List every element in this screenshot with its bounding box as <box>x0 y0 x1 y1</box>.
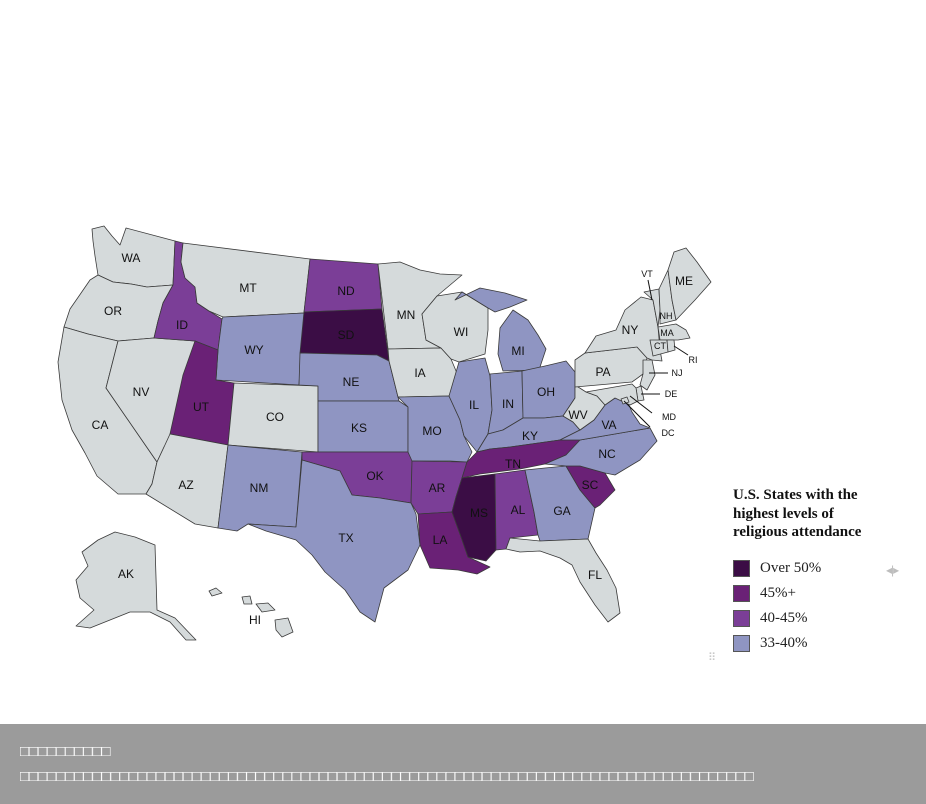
label-NE: NE <box>343 375 360 389</box>
state-GA[interactable] <box>524 465 596 542</box>
legend-item: 45%+ <box>733 581 923 606</box>
label-OK: OK <box>366 469 383 483</box>
label-DE: DE <box>665 389 678 399</box>
legend-item: Over 50% <box>733 556 923 581</box>
label-AK: AK <box>118 567 134 581</box>
state-NJ[interactable] <box>639 359 656 391</box>
label-OH: OH <box>537 385 555 399</box>
label-KS: KS <box>351 421 367 435</box>
label-PA: PA <box>595 365 610 379</box>
legend: U.S. States with the highest levels of r… <box>733 486 923 656</box>
label-HI: HI <box>249 613 261 627</box>
legend-swatch <box>733 609 750 627</box>
label-NM: NM <box>250 481 269 495</box>
caption-title: □□□□□□□□□□ <box>20 743 111 760</box>
label-TX: TX <box>338 531 353 545</box>
state-MI[interactable] <box>454 287 547 372</box>
label-SC: SC <box>582 478 599 492</box>
label-TN: TN <box>505 457 521 471</box>
label-CO: CO <box>266 410 284 424</box>
label-NH: NH <box>660 311 673 321</box>
legend-label: Over 50% <box>760 559 822 576</box>
label-AR: AR <box>429 481 446 495</box>
leader-RI <box>673 345 689 356</box>
label-OR: OR <box>104 304 122 318</box>
label-IL: IL <box>469 398 479 412</box>
leader-VT <box>647 279 653 301</box>
label-IN: IN <box>502 397 514 411</box>
label-MT: MT <box>239 281 257 295</box>
label-AZ: AZ <box>178 478 193 492</box>
label-SD: SD <box>338 328 355 342</box>
label-NJ: NJ <box>672 368 683 378</box>
legend-title: U.S. States with the highest levels of r… <box>733 487 862 540</box>
leader-DC <box>623 400 651 428</box>
label-NV: NV <box>133 385 150 399</box>
us-map: WA OR CA NV ID MT WY UT CO AZ NM ND SD N… <box>57 225 712 641</box>
label-NC: NC <box>598 447 616 461</box>
label-CA: CA <box>92 418 109 432</box>
label-AL: AL <box>511 503 526 517</box>
label-RI: RI <box>689 355 698 365</box>
state-DC[interactable] <box>620 396 630 405</box>
label-LA: LA <box>433 533 448 547</box>
drag-handle-icon[interactable]: ⠿ <box>708 652 718 664</box>
caption-text: □□□□□□□□□□□□□□□□□□□□□□□□□□□□□□□□□□□□□□□□… <box>20 768 754 785</box>
label-IA: IA <box>414 366 425 380</box>
label-MA: MA <box>660 328 674 338</box>
state-ME[interactable] <box>667 247 712 321</box>
state-TX[interactable] <box>247 459 421 623</box>
label-WI: WI <box>454 325 469 339</box>
state-HI[interactable] <box>208 587 294 638</box>
label-DC: DC <box>662 428 675 438</box>
legend-swatch <box>733 584 750 602</box>
label-FL: FL <box>588 568 602 582</box>
legend-swatch <box>733 634 750 652</box>
state-NC[interactable] <box>544 427 658 476</box>
label-GA: GA <box>553 504 570 518</box>
label-ID: ID <box>176 318 188 332</box>
state-FL[interactable] <box>505 537 621 623</box>
label-MS: MS <box>470 506 488 520</box>
label-NY: NY <box>622 323 639 337</box>
label-MI: MI <box>511 344 524 358</box>
label-MD: MD <box>662 412 676 422</box>
state-AK[interactable] <box>75 531 197 641</box>
label-WV: WV <box>568 408 587 422</box>
legend-item: 40-45% <box>733 606 923 631</box>
label-ND: ND <box>337 284 355 298</box>
label-KY: KY <box>522 429 538 443</box>
label-VA: VA <box>601 418 616 432</box>
nav-arrows-icon[interactable]: ◂|▸ <box>886 563 899 577</box>
caption-bar: □□□□□□□□□□ □□□□□□□□□□□□□□□□□□□□□□□□□□□□□… <box>0 724 926 804</box>
state-RI[interactable] <box>666 339 676 353</box>
label-WA: WA <box>122 251 141 265</box>
label-UT: UT <box>193 400 210 414</box>
legend-label: 33-40% <box>760 634 808 651</box>
label-ME: ME <box>675 274 693 288</box>
label-WY: WY <box>244 343 263 357</box>
label-MN: MN <box>397 308 416 322</box>
legend-item: 33-40% <box>733 631 923 656</box>
legend-label: 45%+ <box>760 584 796 601</box>
label-CT: CT <box>654 341 666 351</box>
label-VT: VT <box>641 269 653 279</box>
legend-swatch <box>733 559 750 577</box>
label-MO: MO <box>422 424 441 438</box>
legend-label: 40-45% <box>760 609 808 626</box>
leader-MD <box>629 395 653 414</box>
